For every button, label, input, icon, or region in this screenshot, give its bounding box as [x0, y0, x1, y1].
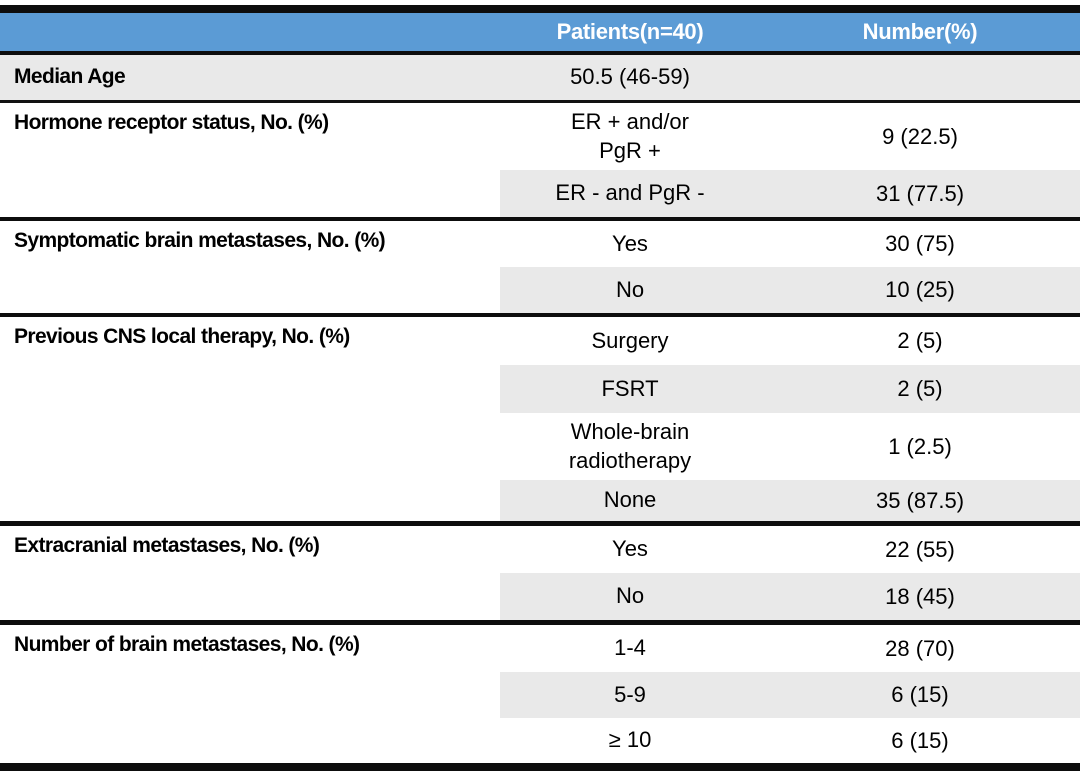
row-value: 5-9	[614, 681, 646, 707]
row-value: 50.5 (46-59)	[570, 64, 690, 90]
table-row-cns-surgery: Previous CNS local therapy, No. (%) Surg…	[0, 313, 1080, 365]
row-number: 28 (70)	[885, 635, 955, 661]
table-row-brainmets-5-9: 5-9 6 (15)	[0, 672, 1080, 718]
row-value: Surgery	[591, 327, 669, 353]
table-row-brainmets-1-4: Number of brain metastases, No. (%) 1-4 …	[0, 620, 1080, 672]
table-bottom-rule	[0, 763, 1080, 771]
row-label: Number of brain metastases, No. (%)	[14, 633, 360, 656]
row-value: ER - and PgR -	[555, 180, 705, 206]
header-empty-cell	[0, 28, 500, 36]
table-row-cns-none: None 35 (87.5)	[0, 480, 1080, 521]
row-value: Yes	[612, 230, 648, 256]
row-number: 1 (2.5)	[888, 433, 952, 459]
header-number: Number(%)	[862, 19, 978, 44]
row-value: Yes	[612, 536, 648, 562]
row-label: Extracranial metastases, No. (%)	[14, 534, 320, 557]
table-row-median-age: Median Age 50.5 (46-59)	[0, 55, 1080, 103]
table-row-extracranial-yes: Extracranial metastases, No. (%) Yes 22 …	[0, 521, 1080, 573]
header-patients: Patients(n=40)	[556, 18, 704, 44]
table-row-symptomatic-no: No 10 (25)	[0, 267, 1080, 313]
table-row-cns-wbrt: Whole-brain radiotherapy 1 (2.5)	[0, 413, 1080, 480]
row-label: Hormone receptor status, No. (%)	[14, 111, 329, 134]
table-row-brainmets-10plus: ≥ 10 6 (15)	[0, 718, 1080, 763]
row-number: 18 (45)	[885, 583, 955, 609]
row-value: ≥ 10	[608, 727, 652, 753]
row-number: 6 (15)	[891, 727, 949, 753]
table-row-hormone-er-negative: ER - and PgR - 31 (77.5)	[0, 170, 1080, 217]
row-value: 1-4	[614, 635, 646, 661]
row-number: 30 (75)	[885, 231, 955, 256]
row-number: 6 (15)	[891, 682, 949, 707]
row-number: 35 (87.5)	[875, 487, 965, 513]
table-row-hormone-er-positive: Hormone receptor status, No. (%) ER + an…	[0, 103, 1080, 170]
row-value: No	[615, 583, 645, 609]
row-number: 22 (55)	[885, 536, 955, 562]
row-value: FSRT	[601, 375, 659, 401]
row-value: Whole-brain radiotherapy	[568, 418, 692, 473]
row-value: ER + and/or PgR +	[570, 108, 689, 163]
table-top-rule	[0, 5, 1080, 13]
row-number	[760, 63, 1080, 92]
table-row-cns-fsrt: FSRT 2 (5)	[0, 365, 1080, 413]
row-label: Symptomatic brain metastases, No. (%)	[14, 229, 386, 252]
row-value: No	[615, 276, 645, 302]
table-row-symptomatic-yes: Symptomatic brain metastases, No. (%) Ye…	[0, 217, 1080, 267]
row-label: Previous CNS local therapy, No. (%)	[14, 325, 350, 348]
row-number: 9 (22.5)	[882, 123, 958, 149]
table-header-row: Patients(n=40) Number(%)	[0, 13, 1080, 55]
row-number: 31 (77.5)	[875, 180, 965, 206]
row-number: 2 (5)	[897, 328, 943, 353]
row-number: 10 (25)	[885, 277, 955, 302]
row-value: None	[603, 487, 657, 513]
row-label: Median Age	[14, 65, 126, 89]
table-row-extracranial-no: No 18 (45)	[0, 573, 1080, 620]
row-number: 2 (5)	[897, 376, 943, 401]
